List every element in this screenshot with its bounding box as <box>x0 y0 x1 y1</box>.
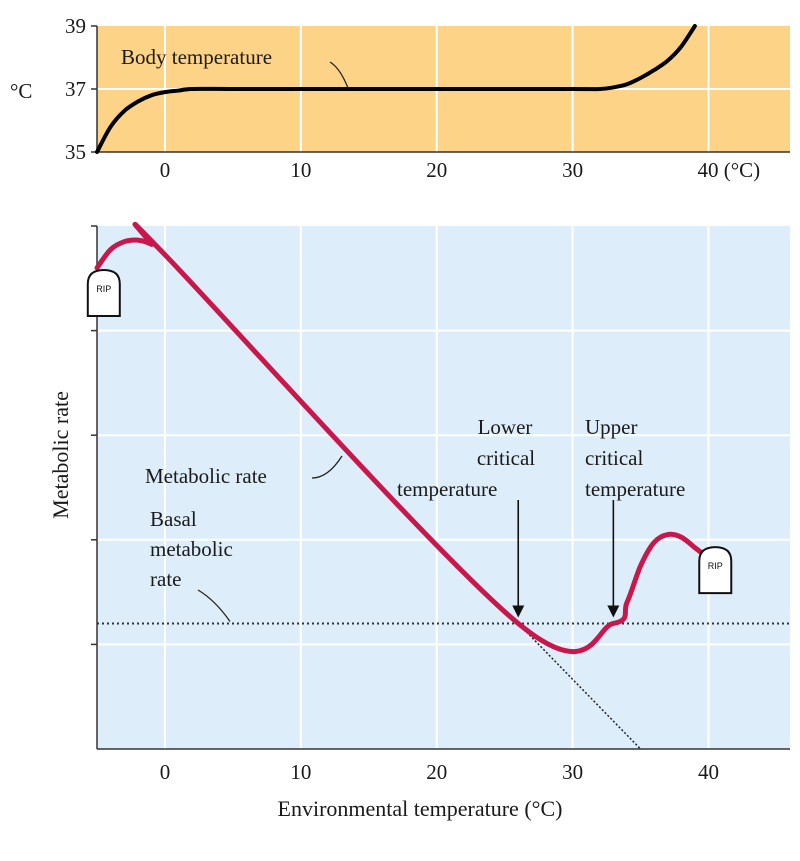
metabolic-rate-chart: 0 10 20 30 40 Metabolic rate Basal metabolic ra… <box>48 221 790 821</box>
metabolic-x-tick-label: 20 <box>426 760 447 784</box>
metabolic-x-tick-label: 30 <box>562 760 583 784</box>
body-temp-annotations: Body temperature <box>121 45 349 89</box>
body-temp-y-axis-label: °C <box>10 79 32 103</box>
metabolic-series <box>94 221 790 750</box>
basal-rate-annotation-line: metabolic <box>150 537 233 561</box>
upper-critical-annotation-line: temperature <box>585 477 685 501</box>
extrapolation-line <box>517 622 642 750</box>
metabolic-tick-labels: 0 10 20 30 40 <box>160 760 719 784</box>
metabolic-rate-annotation: Metabolic rate <box>145 464 267 488</box>
lower-critical-annotation-line: critical <box>477 446 535 470</box>
tombstone-shape <box>698 546 733 595</box>
body-temp-x-tick-label: 0 <box>160 158 171 182</box>
metabolic-markers: RIP RIP <box>86 268 733 595</box>
body-temp-y-tick-label: 37 <box>65 77 86 101</box>
tombstone-label: RIP <box>96 284 111 294</box>
upper-critical-annotation-line: Upper <box>585 415 637 439</box>
tombstone-icon: RIP <box>86 268 121 317</box>
body-temp-x-tick-label: 30 <box>562 158 583 182</box>
basal-rate-annotation-line: rate <box>150 567 181 591</box>
body-temp-x-tick-label: 10 <box>290 158 311 182</box>
body-temp-tick-labels: 35 37 39 0 10 20 30 40 (°C) <box>65 14 760 182</box>
lower-critical-annotation-line: Lower <box>478 415 533 439</box>
metabolic-rate-leader-line <box>311 455 343 479</box>
metabolic-annotations: Metabolic rate Basal metabolic rate Lower cri… <box>145 415 685 622</box>
x-axis-title: Environmental temperature (°C) <box>278 796 563 821</box>
body-temp-x-tick-label: 20 <box>426 158 447 182</box>
metabolic-plot-bg <box>97 226 790 749</box>
metabolic-x-tick-label: 10 <box>290 760 311 784</box>
y-axis-title: Metabolic rate <box>48 391 73 519</box>
body-temp-series <box>95 24 697 154</box>
lower-critical-annotation-line: temperature <box>397 477 497 501</box>
upper-critical-arrow-head <box>607 605 620 618</box>
tombstone-shape <box>86 268 121 317</box>
basal-rate-annotation-line: Basal <box>150 507 197 531</box>
body-temp-annotation: Body temperature <box>121 45 272 69</box>
metabolic-x-tick-label: 0 <box>160 760 171 784</box>
body-temp-y-tick-label: 39 <box>65 14 86 38</box>
upper-critical-annotation-line: critical <box>585 446 643 470</box>
tombstone-label: RIP <box>708 561 723 571</box>
body-temp-leader-line <box>329 61 349 89</box>
basal-rate-leader-line <box>197 589 231 622</box>
lower-critical-arrow <box>512 500 525 618</box>
metabolic-x-tick-label: 40 <box>698 760 719 784</box>
metabolic-rate-line <box>94 221 705 655</box>
body-temp-x-tick-label: 40 (°C) <box>697 158 760 182</box>
lower-critical-arrow-head <box>512 605 525 618</box>
body-temp-axes <box>91 25 790 153</box>
metabolic-gridlines <box>97 226 790 749</box>
body-temp-line <box>95 24 697 154</box>
body-temp-chart: 35 37 39 0 10 20 30 40 (°C) °C Body temperature <box>10 14 790 182</box>
tombstone-icon: RIP <box>698 546 733 595</box>
body-temp-y-tick-label: 35 <box>65 140 86 164</box>
upper-critical-arrow <box>607 500 620 618</box>
